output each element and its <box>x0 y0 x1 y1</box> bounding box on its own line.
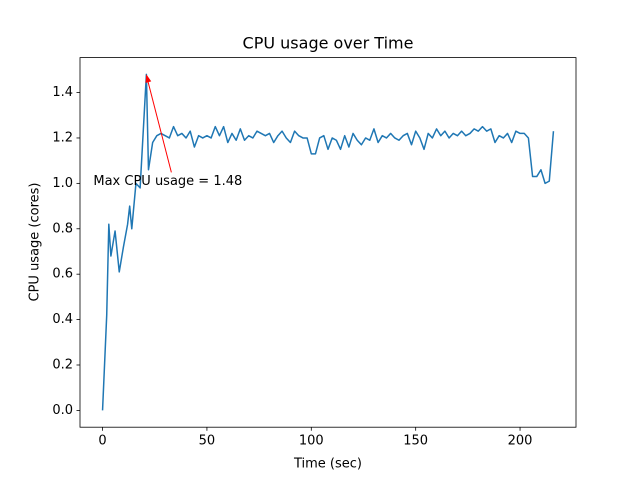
y-tick-label: 0.2 <box>52 357 73 372</box>
y-tick-label: 0.8 <box>52 221 73 236</box>
y-tick-label: 1.4 <box>52 85 73 100</box>
x-tick-label: 200 <box>508 434 533 449</box>
annotation-arrowhead <box>145 74 152 83</box>
y-tick-label: 0.4 <box>52 312 73 327</box>
chart-title: CPU usage over Time <box>243 34 414 53</box>
y-axis-label: CPU usage (cores) <box>28 183 43 302</box>
x-tick-label: 50 <box>199 434 216 449</box>
x-tick-label: 150 <box>403 434 428 449</box>
x-axis-label: Time (sec) <box>293 457 362 472</box>
y-tick-label: 1.0 <box>52 176 73 191</box>
annotation-text: Max CPU usage = 1.48 <box>93 174 242 189</box>
x-tick-label: 0 <box>98 434 106 449</box>
x-tick-label: 100 <box>299 434 324 449</box>
data-line <box>101 73 555 411</box>
axes-frame <box>79 57 577 428</box>
annotation-arrow <box>145 75 172 173</box>
y-tick-label: 0.0 <box>52 403 73 418</box>
y-tick-label: 1.2 <box>52 130 73 145</box>
y-tick-label: 0.6 <box>52 267 73 282</box>
